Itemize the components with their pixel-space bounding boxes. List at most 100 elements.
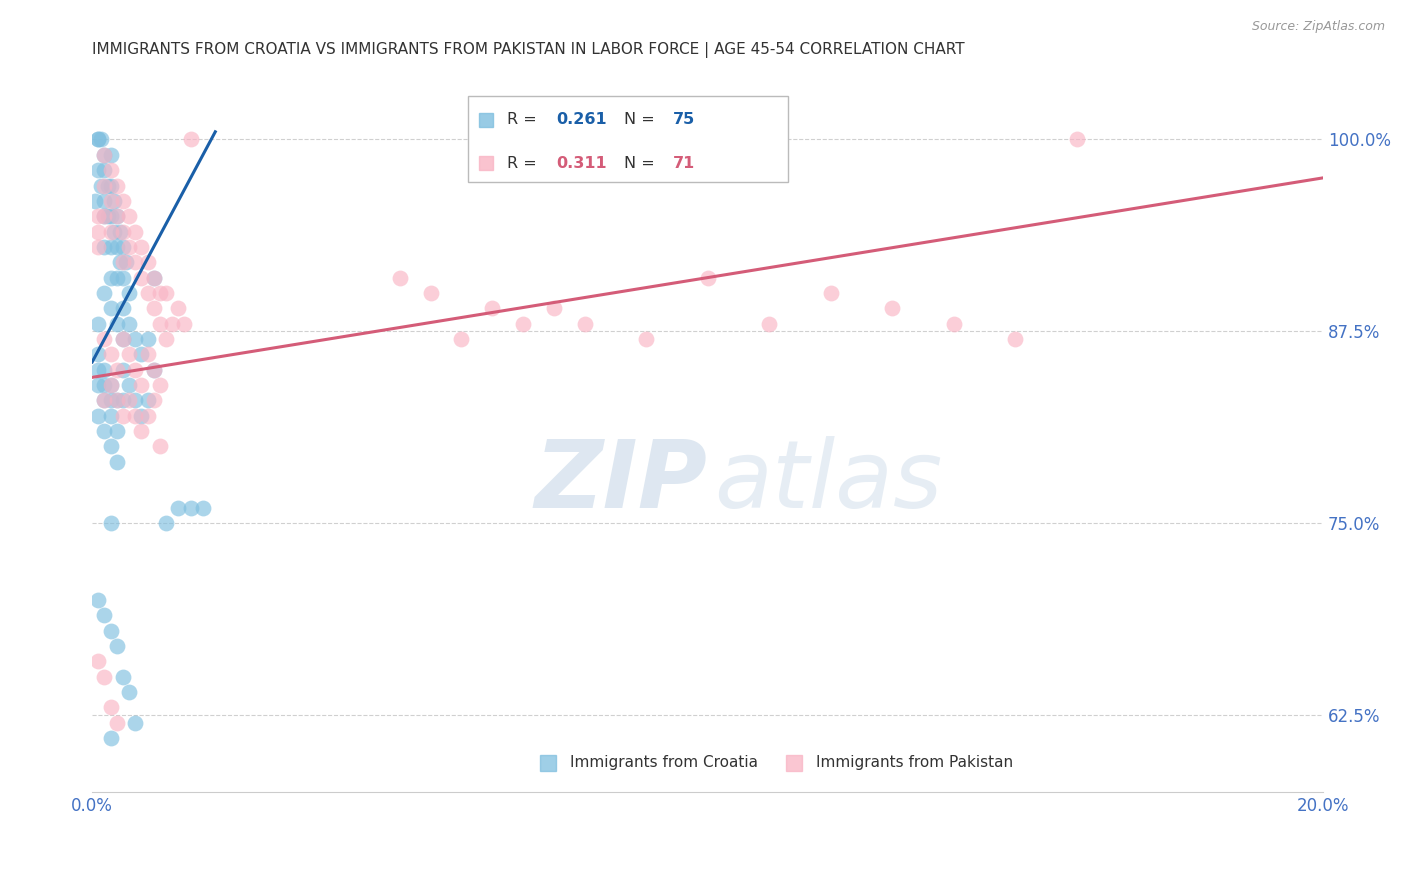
Point — [100, 270, 122, 285]
Point — [142, 393, 165, 408]
Point — [131, 409, 153, 423]
Point — [103, 225, 125, 239]
Point — [136, 393, 159, 408]
Point — [105, 209, 128, 223]
Point — [149, 439, 172, 453]
Point — [105, 317, 128, 331]
Text: R =: R = — [508, 156, 541, 170]
Point — [87, 163, 110, 178]
Point — [105, 209, 128, 223]
Point — [118, 240, 141, 254]
Point — [111, 255, 134, 269]
Point — [136, 347, 159, 361]
Point — [118, 393, 141, 408]
Point — [758, 317, 780, 331]
Point — [131, 424, 153, 438]
Point — [105, 270, 128, 285]
Point — [93, 393, 115, 408]
Point — [93, 378, 115, 392]
Point — [93, 393, 115, 408]
Point — [100, 225, 122, 239]
Point — [124, 362, 146, 376]
Point — [1004, 332, 1026, 346]
Point — [118, 317, 141, 331]
Point — [481, 301, 503, 316]
Point — [111, 670, 134, 684]
Point — [100, 301, 122, 316]
Point — [167, 301, 190, 316]
Point — [87, 209, 110, 223]
Point — [90, 132, 112, 146]
Point — [93, 240, 115, 254]
Point — [93, 163, 115, 178]
Point — [124, 393, 146, 408]
Point — [173, 317, 195, 331]
Point — [100, 378, 122, 392]
Point — [87, 132, 110, 146]
Point — [118, 378, 141, 392]
Point — [142, 301, 165, 316]
Text: ZIP: ZIP — [534, 435, 707, 527]
Point — [87, 240, 110, 254]
Point — [93, 362, 115, 376]
Point — [450, 332, 472, 346]
Point — [93, 285, 115, 300]
Point — [118, 209, 141, 223]
Point — [93, 178, 115, 193]
Point — [111, 194, 134, 208]
Point — [160, 317, 183, 331]
Point — [97, 209, 120, 223]
Text: 75: 75 — [673, 112, 696, 128]
Point — [149, 378, 172, 392]
FancyBboxPatch shape — [468, 95, 787, 182]
Point — [100, 439, 122, 453]
Point — [696, 270, 718, 285]
Point — [142, 270, 165, 285]
Point — [111, 332, 134, 346]
Point — [149, 285, 172, 300]
Point — [93, 194, 115, 208]
Text: 71: 71 — [673, 156, 696, 170]
Point — [115, 255, 138, 269]
Point — [87, 409, 110, 423]
Point — [111, 225, 134, 239]
Point — [111, 393, 134, 408]
Point — [1066, 132, 1088, 146]
Text: Immigrants from Croatia: Immigrants from Croatia — [569, 756, 758, 771]
Point — [100, 148, 122, 162]
Point — [124, 332, 146, 346]
Text: atlas: atlas — [714, 436, 942, 527]
Point — [136, 332, 159, 346]
Point — [87, 362, 110, 376]
Point — [111, 270, 134, 285]
Text: IMMIGRANTS FROM CROATIA VS IMMIGRANTS FROM PAKISTAN IN LABOR FORCE | AGE 45-54 C: IMMIGRANTS FROM CROATIA VS IMMIGRANTS FR… — [93, 42, 965, 58]
Point — [636, 332, 658, 346]
Point — [118, 285, 141, 300]
Text: Immigrants from Pakistan: Immigrants from Pakistan — [815, 756, 1014, 771]
Point — [131, 240, 153, 254]
Point — [105, 178, 128, 193]
Point — [108, 255, 131, 269]
Point — [100, 409, 122, 423]
Point — [90, 178, 112, 193]
Point — [100, 194, 122, 208]
Point — [180, 132, 202, 146]
Point — [142, 362, 165, 376]
Point — [191, 500, 214, 515]
Point — [167, 500, 190, 515]
Point — [93, 148, 115, 162]
Point — [108, 225, 131, 239]
Point — [93, 670, 115, 684]
Point — [111, 362, 134, 376]
Point — [105, 715, 128, 730]
Point — [87, 654, 110, 668]
Point — [93, 148, 115, 162]
Point — [100, 178, 122, 193]
Point — [87, 347, 110, 361]
Point — [93, 209, 115, 223]
Text: R =: R = — [508, 112, 541, 128]
Point — [100, 240, 122, 254]
Point — [142, 362, 165, 376]
Point — [124, 225, 146, 239]
Point — [87, 317, 110, 331]
